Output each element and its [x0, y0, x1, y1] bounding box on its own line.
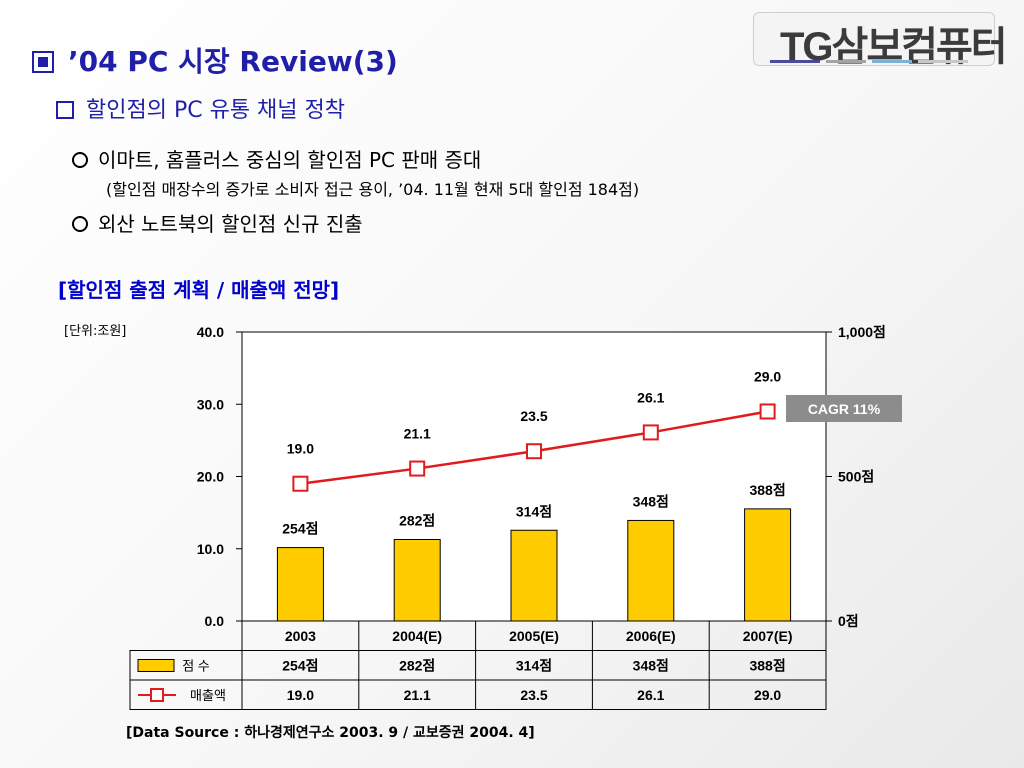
line-data-label: 23.5	[520, 408, 547, 424]
logo-underline-1	[770, 60, 820, 63]
bar-data-label: 314점	[516, 503, 552, 519]
revenue-point	[759, 403, 776, 420]
bar	[393, 539, 441, 622]
legend-bar-key	[137, 659, 175, 672]
line-data-label: 21.1	[404, 426, 431, 442]
chart-section-title: [할인점 출점 계획 / 매출액 전망]	[58, 278, 340, 302]
table-cell: 282점	[399, 658, 435, 674]
line-data-label: 29.0	[754, 368, 781, 384]
line-data-label: 26.1	[637, 389, 664, 405]
bar-data-label: 254점	[282, 521, 318, 537]
right-axis-tick-label: 1,000점	[838, 324, 886, 340]
table-cell: 23.5	[520, 687, 547, 703]
category-label: 2005(E)	[509, 628, 559, 644]
bar-data-label: 348점	[633, 493, 669, 509]
category-label: 2007(E)	[743, 628, 793, 644]
page-subtitle: 할인점의 PC 유통 채널 정착	[56, 92, 345, 124]
left-axis-tick-label: 0.0	[205, 613, 225, 629]
category-label: 2006(E)	[626, 628, 676, 644]
circle-bullet-icon	[72, 152, 88, 168]
left-axis-tick-label: 30.0	[197, 396, 224, 412]
right-axis-tick-label: 500점	[838, 469, 874, 485]
circle-bullet-icon	[72, 216, 88, 232]
line-data-label: 19.0	[287, 441, 314, 457]
table-cell: 29.0	[754, 687, 781, 703]
bullet-2-text: 외산 노트북의 할인점 신규 진출	[98, 212, 363, 236]
bar	[744, 508, 792, 622]
filled-square-icon	[32, 51, 54, 73]
bullet-1: 이마트, 홈플러스 중심의 할인점 PC 판매 증대	[72, 144, 481, 173]
unit-label: [단위:조원]	[64, 324, 127, 339]
legend-line-marker	[150, 688, 164, 702]
revenue-point	[526, 443, 542, 460]
revenue-point	[292, 475, 309, 492]
right-axis-tick-label: 0점	[838, 613, 859, 629]
category-label: 2003	[285, 628, 316, 644]
bullet-1-note: (할인점 매장수의 증가로 소비자 접근 용이, ’04. 11월 현재 5대 …	[106, 180, 640, 199]
table-cell: 254점	[282, 658, 318, 674]
bar	[627, 519, 675, 622]
legend-bar-label: 점 수	[182, 659, 210, 674]
cagr-callout: CAGR 11%	[786, 395, 902, 422]
table-cell: 26.1	[637, 687, 664, 703]
logo-underline-4	[918, 60, 968, 63]
table-cell: 21.1	[404, 687, 431, 703]
logo-frame	[753, 12, 995, 66]
bullet-2: 외산 노트북의 할인점 신규 진출	[72, 208, 363, 237]
legend-line-label: 매출액	[190, 688, 226, 703]
bullet-1-text: 이마트, 홈플러스 중심의 할인점 PC 판매 증대	[98, 148, 482, 172]
data-source: [Data Source : 하나경제연구소 2003. 9 / 교보증권 20…	[126, 725, 535, 741]
page-title: ’04 PC 시장 Review(3)	[32, 40, 398, 80]
logo-underline-2	[826, 60, 866, 63]
bar-data-label: 388점	[749, 482, 785, 498]
table-cell: 314점	[516, 658, 552, 674]
bar-data-label: 282점	[399, 513, 435, 529]
revenue-point	[409, 460, 426, 477]
bar	[276, 547, 324, 622]
revenue-point	[642, 424, 659, 441]
table-cell: 388점	[749, 658, 785, 674]
empty-square-icon	[56, 101, 74, 119]
logo-underline-3	[872, 60, 912, 63]
page-subtitle-text: 할인점의 PC 유통 채널 정착	[86, 98, 346, 123]
left-axis-tick-label: 40.0	[197, 324, 224, 340]
table-cell: 19.0	[287, 687, 314, 703]
left-axis-tick-label: 20.0	[197, 469, 224, 485]
table-cell: 348점	[633, 658, 669, 674]
left-axis-tick-label: 10.0	[197, 541, 224, 557]
bar	[510, 529, 558, 622]
category-label: 2004(E)	[392, 628, 442, 644]
page-title-text: ’04 PC 시장 Review(3)	[68, 45, 398, 78]
